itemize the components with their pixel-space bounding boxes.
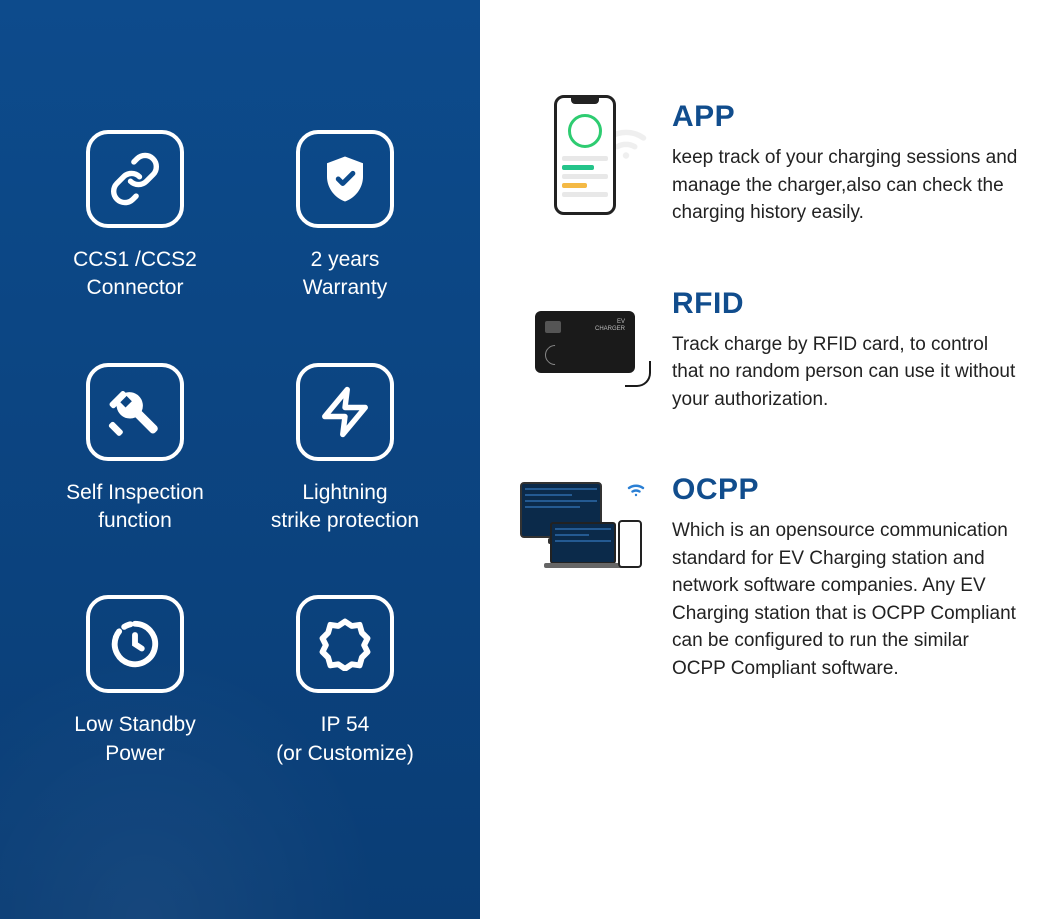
feature-desc: Track charge by RFID card, to control th… [672,331,1020,414]
shield-icon [296,130,394,228]
feature-rfid: EVCHARGER RFID Track charge by RFID card… [520,287,1020,414]
icon-label: IP 54 (or Customize) [276,711,414,768]
clock-icon [86,595,184,693]
bolt-icon [296,363,394,461]
icon-label: Self Inspection function [66,479,204,536]
icon-item-lightning: Lightning strike protection [250,363,440,536]
badge-icon [296,595,394,693]
feature-title: OCPP [672,473,1020,507]
feature-ocpp: OCPP Which is an opensource communicatio… [520,473,1020,682]
tools-icon [86,363,184,461]
feature-title: RFID [672,287,1020,321]
app-icon [520,100,650,210]
icon-item-connector: CCS1 /CCS2 Connector [40,130,230,303]
left-panel: CCS1 /CCS2 Connector 2 years Warranty [0,0,480,919]
link-icon [86,130,184,228]
icon-label: Low Standby Power [74,711,195,768]
ocpp-icon [520,473,650,583]
feature-desc: Which is an opensource communication sta… [672,517,1020,682]
icon-item-ip54: IP 54 (or Customize) [250,595,440,768]
feature-title: APP [672,100,1020,134]
rfid-icon: EVCHARGER [520,287,650,397]
icon-item-warranty: 2 years Warranty [250,130,440,303]
feature-text: APP keep track of your charging sessions… [672,100,1020,227]
icon-item-self-inspection: Self Inspection function [40,363,230,536]
icon-grid: CCS1 /CCS2 Connector 2 years Warranty [40,130,440,768]
feature-text: OCPP Which is an opensource communicatio… [672,473,1020,682]
icon-label: 2 years Warranty [303,246,387,303]
feature-desc: keep track of your charging sessions and… [672,144,1020,227]
icon-label: CCS1 /CCS2 Connector [73,246,197,303]
icon-label: Lightning strike protection [271,479,419,536]
feature-app: APP keep track of your charging sessions… [520,100,1020,227]
feature-text: RFID Track charge by RFID card, to contr… [672,287,1020,414]
icon-item-low-standby: Low Standby Power [40,595,230,768]
right-panel: APP keep track of your charging sessions… [480,0,1060,919]
